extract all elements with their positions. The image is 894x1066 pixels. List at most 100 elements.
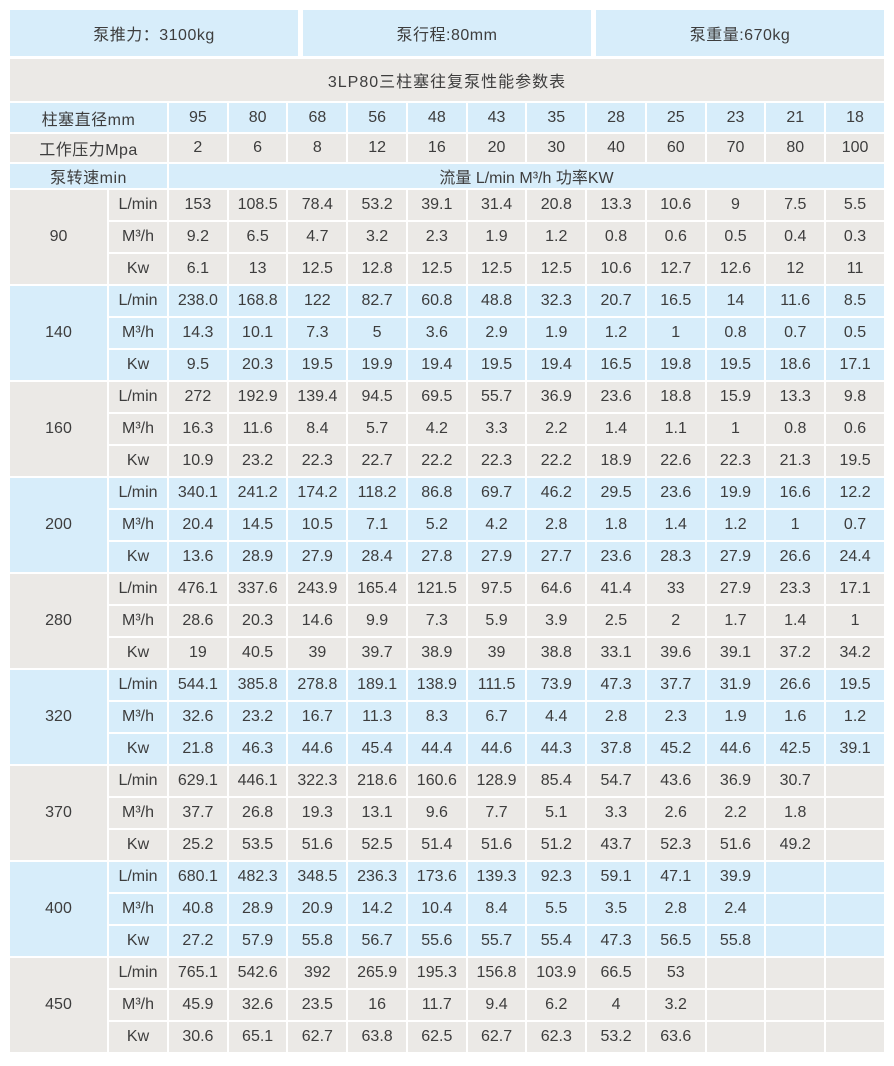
value-cell: 1 — [706, 414, 765, 444]
value-cell: 38.8 — [527, 638, 586, 668]
value-cell: 0.4 — [766, 222, 825, 252]
value-cell: 39.9 — [706, 862, 765, 892]
value-cell: 1.2 — [706, 510, 765, 540]
value-cell — [706, 1022, 765, 1052]
value-cell: 63.6 — [646, 1022, 705, 1052]
value-cell: 55.8 — [288, 926, 347, 956]
value-cell: 22.6 — [646, 446, 705, 476]
value-cell: 22.3 — [467, 446, 526, 476]
value-cell: 2.3 — [646, 702, 705, 732]
unit-cell: M³/h — [109, 798, 168, 828]
value-cell: 3.3 — [587, 798, 645, 828]
unit-cell: L/min — [109, 478, 168, 508]
data-row-160-kw: Kw 10.9 23.2 22.3 22.7 22.2 22.3 22.2 18.9 22.6 22… — [10, 446, 884, 476]
diameter-value-cell: 68 — [288, 103, 347, 132]
value-cell: 22.2 — [407, 446, 466, 476]
value-cell: 18.6 — [766, 350, 825, 380]
pump-weight-value: 泵重量:670kg — [596, 10, 884, 56]
value-cell: 139.3 — [467, 862, 526, 892]
value-cell: 52.3 — [646, 830, 705, 860]
value-cell: 12 — [766, 254, 825, 284]
unit-cell: M³/h — [109, 510, 168, 540]
value-cell: 13 — [228, 254, 287, 284]
value-cell: 7.3 — [288, 318, 347, 348]
diameter-value-cell: 56 — [348, 103, 406, 132]
value-cell: 13.1 — [348, 798, 406, 828]
value-cell: 33 — [646, 574, 705, 604]
value-cell: 23.6 — [587, 382, 645, 412]
value-cell: 32.6 — [169, 702, 227, 732]
value-cell: 78.4 — [288, 190, 347, 220]
value-cell: 46.3 — [228, 734, 287, 764]
unit-cell: L/min — [109, 958, 168, 988]
value-cell: 9.9 — [348, 606, 406, 636]
value-cell: 14.3 — [169, 318, 227, 348]
value-cell: 322.3 — [288, 766, 347, 796]
value-cell: 85.4 — [527, 766, 586, 796]
value-cell: 21.3 — [766, 446, 825, 476]
diameter-value-cell: 25 — [646, 103, 705, 132]
value-cell: 340.1 — [169, 478, 227, 508]
value-cell: 97.5 — [467, 574, 526, 604]
value-cell: 54.7 — [587, 766, 645, 796]
pressure-value-cell: 60 — [646, 134, 705, 162]
value-cell: 0.3 — [826, 222, 884, 252]
unit-cell: Kw — [109, 734, 168, 764]
value-cell: 19.5 — [288, 350, 347, 380]
value-cell: 0.7 — [826, 510, 884, 540]
value-cell — [826, 958, 884, 988]
value-cell: 17.1 — [826, 574, 884, 604]
value-cell: 30.7 — [766, 766, 825, 796]
value-cell: 2 — [646, 606, 705, 636]
value-cell: 65.1 — [228, 1022, 287, 1052]
value-cell: 28.9 — [228, 542, 287, 572]
value-cell: 10.6 — [646, 190, 705, 220]
data-row-320-lmin: 320 L/min 544.1 385.8 278.8 189.1 138.9 111.5 73… — [10, 670, 884, 764]
value-cell: 241.2 — [228, 478, 287, 508]
pressure-value-cell: 16 — [407, 134, 466, 162]
value-cell: 128.9 — [467, 766, 526, 796]
unit-cell: Kw — [109, 638, 168, 668]
value-cell: 14 — [706, 286, 765, 316]
value-cell: 476.1 — [169, 574, 227, 604]
value-cell: 0.6 — [826, 414, 884, 444]
data-row-200-m3h: M³/h 20.4 14.5 10.5 7.1 5.2 4.2 2.8 1.8 1.4 1.2 1 0.… — [10, 510, 884, 540]
value-cell: 108.5 — [228, 190, 287, 220]
value-cell: 66.5 — [587, 958, 645, 988]
value-cell: 23.3 — [766, 574, 825, 604]
value-cell: 40.8 — [169, 894, 227, 924]
value-cell: 20.4 — [169, 510, 227, 540]
value-cell: 53.5 — [228, 830, 287, 860]
pump-info-bar: 泵推力：3100kg 泵行程:80mm 泵重量:670kg — [10, 10, 884, 56]
value-cell: 12.7 — [646, 254, 705, 284]
data-row-140-m3h: M³/h 14.3 10.1 7.3 5 3.6 2.9 1.9 1.2 1 0.8 0.7 0.5 — [10, 318, 884, 348]
value-cell: 5 — [348, 318, 406, 348]
value-cell: 9 — [706, 190, 765, 220]
value-cell: 19.9 — [706, 478, 765, 508]
value-cell: 20.7 — [587, 286, 645, 316]
value-cell: 63.8 — [348, 1022, 406, 1052]
value-cell — [826, 894, 884, 924]
value-cell: 0.6 — [646, 222, 705, 252]
value-cell: 51.2 — [527, 830, 586, 860]
value-cell: 5.2 — [407, 510, 466, 540]
data-row-370-lmin: 370 L/min 629.1 446.1 322.3 218.6 160.6 128.9 85… — [10, 766, 884, 860]
unit-cell: Kw — [109, 926, 168, 956]
value-cell: 69.7 — [467, 478, 526, 508]
value-cell: 51.4 — [407, 830, 466, 860]
data-row-400-lmin: 400 L/min 680.1 482.3 348.5 236.3 173.6 139.3 92… — [10, 862, 884, 956]
value-cell: 40.5 — [228, 638, 287, 668]
value-cell: 0.7 — [766, 318, 825, 348]
pump-stroke-value: 泵行程:80mm — [303, 10, 591, 56]
value-cell — [766, 894, 825, 924]
value-cell: 45.4 — [348, 734, 406, 764]
unit-cell: M³/h — [109, 222, 168, 252]
value-cell: 53.2 — [587, 1022, 645, 1052]
value-cell: 41.4 — [587, 574, 645, 604]
value-cell: 53 — [646, 958, 705, 988]
value-cell: 21.8 — [169, 734, 227, 764]
value-cell: 3.5 — [587, 894, 645, 924]
value-cell: 22.7 — [348, 446, 406, 476]
unit-cell: Kw — [109, 1022, 168, 1052]
value-cell: 1.2 — [587, 318, 645, 348]
